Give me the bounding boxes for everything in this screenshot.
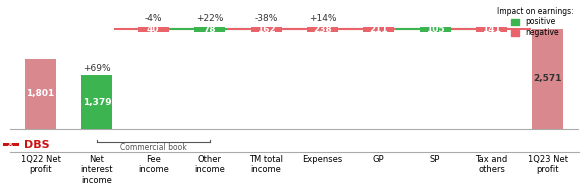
Text: -38%: -38% bbox=[254, 14, 278, 23]
Text: +14%: +14% bbox=[308, 14, 336, 23]
Text: 40: 40 bbox=[147, 25, 160, 34]
Text: 2,571: 2,571 bbox=[533, 74, 562, 83]
Text: ✕: ✕ bbox=[7, 140, 14, 149]
Text: 105: 105 bbox=[426, 25, 444, 34]
Text: 1,801: 1,801 bbox=[26, 89, 55, 98]
Text: 162: 162 bbox=[257, 25, 275, 34]
Text: Commercial book: Commercial book bbox=[120, 143, 187, 152]
Text: +69%: +69% bbox=[83, 64, 111, 73]
Bar bbox=[82, 75, 113, 129]
FancyBboxPatch shape bbox=[3, 143, 19, 146]
Text: -4%: -4% bbox=[145, 14, 162, 23]
Text: +22%: +22% bbox=[196, 14, 223, 23]
Bar bbox=[363, 27, 394, 32]
Bar bbox=[251, 27, 282, 32]
Bar bbox=[420, 27, 451, 32]
Text: 1,379: 1,379 bbox=[83, 98, 111, 107]
Text: DBS: DBS bbox=[24, 139, 49, 149]
Bar bbox=[532, 29, 563, 129]
Bar bbox=[307, 27, 338, 32]
Bar bbox=[25, 59, 56, 129]
Text: 78: 78 bbox=[203, 25, 216, 34]
Text: 238: 238 bbox=[313, 25, 332, 34]
Text: 141: 141 bbox=[482, 25, 501, 34]
Legend: positive, negative: positive, negative bbox=[496, 5, 575, 39]
Bar bbox=[138, 27, 168, 32]
Bar bbox=[194, 27, 225, 32]
Text: 211: 211 bbox=[370, 25, 388, 34]
Bar bbox=[476, 27, 507, 32]
